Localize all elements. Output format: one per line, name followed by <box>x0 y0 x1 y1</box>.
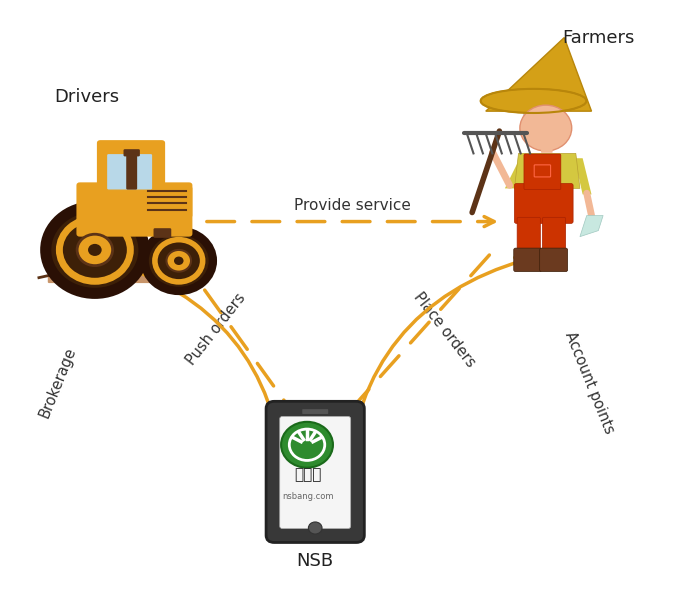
Text: nsbang.com: nsbang.com <box>283 491 334 501</box>
FancyBboxPatch shape <box>77 182 192 237</box>
Circle shape <box>281 422 333 468</box>
FancyBboxPatch shape <box>123 149 140 156</box>
Polygon shape <box>580 216 603 237</box>
Circle shape <box>174 256 184 265</box>
Circle shape <box>46 207 144 293</box>
FancyBboxPatch shape <box>524 154 561 190</box>
Text: Place orders: Place orders <box>411 289 479 370</box>
Circle shape <box>88 244 101 256</box>
Circle shape <box>520 105 572 151</box>
FancyBboxPatch shape <box>140 187 192 218</box>
FancyBboxPatch shape <box>540 248 568 271</box>
FancyBboxPatch shape <box>266 401 364 542</box>
Text: Brokerage: Brokerage <box>36 345 78 420</box>
FancyBboxPatch shape <box>106 153 153 190</box>
Text: Farmers: Farmers <box>562 28 634 47</box>
FancyBboxPatch shape <box>517 218 540 253</box>
FancyBboxPatch shape <box>514 248 542 271</box>
FancyBboxPatch shape <box>126 151 137 190</box>
Polygon shape <box>514 153 580 188</box>
Text: Push orders: Push orders <box>183 291 248 368</box>
Circle shape <box>145 231 213 291</box>
Ellipse shape <box>481 89 586 113</box>
FancyBboxPatch shape <box>541 138 553 153</box>
Circle shape <box>77 235 112 265</box>
Text: 农事帮: 农事帮 <box>295 467 322 482</box>
FancyBboxPatch shape <box>279 416 351 528</box>
FancyBboxPatch shape <box>543 218 566 253</box>
FancyBboxPatch shape <box>48 273 208 283</box>
Text: Account points: Account points <box>562 329 616 436</box>
FancyBboxPatch shape <box>302 409 328 414</box>
Circle shape <box>166 250 191 271</box>
FancyBboxPatch shape <box>514 184 573 224</box>
FancyBboxPatch shape <box>153 228 171 238</box>
Polygon shape <box>486 38 592 111</box>
Text: Drivers: Drivers <box>54 88 119 105</box>
Polygon shape <box>505 158 528 188</box>
Text: NSB: NSB <box>297 552 334 570</box>
FancyBboxPatch shape <box>97 140 165 198</box>
Circle shape <box>523 97 564 133</box>
Text: Provide service: Provide service <box>295 198 411 213</box>
Circle shape <box>308 522 322 534</box>
Polygon shape <box>575 158 592 195</box>
